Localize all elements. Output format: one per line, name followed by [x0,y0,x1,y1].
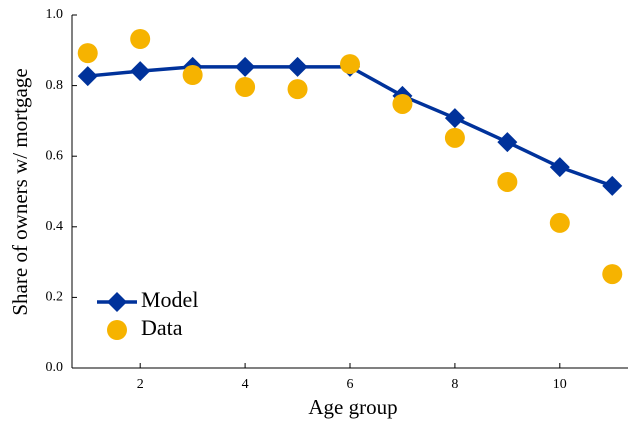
diamond-marker [287,56,308,77]
diamond-marker [235,56,256,77]
circle-marker [77,43,98,64]
legend-label: Data [141,315,183,340]
diamond-marker [602,175,623,196]
y-tick-label: 1.0 [46,7,64,22]
circle-marker [130,29,151,50]
diamond-marker [77,66,98,87]
diamond-marker [130,61,151,82]
circle-marker [549,212,570,233]
y-axis-label: Share of owners w/ mortgage [8,68,32,315]
circle-marker [497,171,518,192]
series-line [87,65,613,188]
x-axis-label: Age group [308,395,397,419]
x-tick-label: 4 [242,377,249,392]
circle-marker [182,65,203,86]
legend-marker [107,320,127,340]
y-tick-label: 0.6 [46,148,64,163]
legend-marker [107,292,127,312]
x-tick-label: 10 [553,377,567,392]
diamond-marker [497,132,518,153]
diamond-marker [549,157,570,178]
y-tick-label: 0.8 [46,78,64,93]
y-tick-label: 0.0 [46,360,64,375]
diamond-marker [444,108,465,129]
circle-marker [287,79,308,100]
x-tick-label: 8 [451,377,458,392]
y-tick-label: 0.4 [46,219,64,234]
x-tick-label: 6 [347,377,354,392]
y-tick-label: 0.2 [46,290,64,305]
x-tick-label: 2 [137,377,144,392]
legend-label: Model [141,287,198,312]
circle-marker [392,93,413,114]
circle-marker [235,77,256,98]
circle-marker [444,127,465,148]
circle-marker [602,264,623,285]
circle-marker [340,54,360,75]
